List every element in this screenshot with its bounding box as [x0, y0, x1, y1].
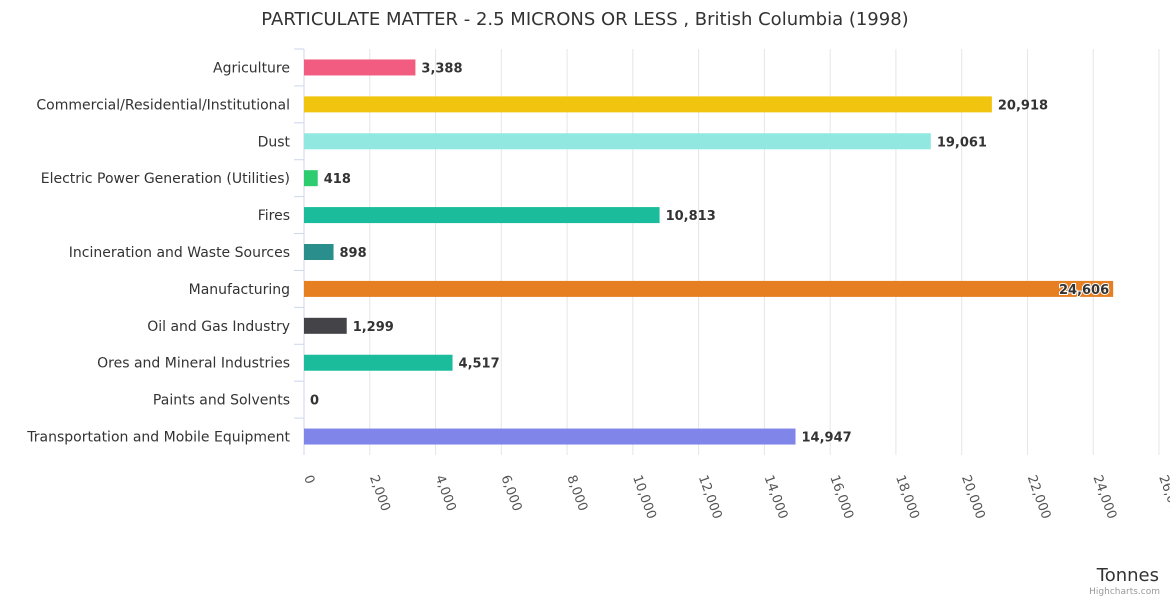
bar[interactable] — [304, 59, 416, 76]
bars — [304, 59, 1114, 445]
data-labels: 3,388 20,918 19,061 418 10,813 898 24,606 1,299… — [310, 61, 1110, 446]
category-label: Commercial/Residential/Institutional — [36, 97, 290, 113]
data-label: 19,061 — [937, 135, 987, 150]
category-label: Fires — [258, 208, 290, 224]
bar[interactable] — [304, 244, 334, 260]
x-tick-label: 6,000 — [498, 473, 525, 513]
x-tick-label: 4,000 — [432, 473, 459, 513]
category-label: Dust — [258, 134, 291, 150]
category-label: Incineration and Waste Sources — [69, 245, 290, 261]
category-label: Ores and Mineral Industries — [97, 356, 290, 372]
category-labels: Agriculture Commercial/Residential/Instit… — [26, 60, 290, 445]
x-tick-label: 12,000 — [695, 473, 725, 521]
data-label: 1,299 — [353, 320, 394, 335]
x-axis-title: Tonnes — [1096, 565, 1159, 586]
x-tick-label: 10,000 — [629, 473, 659, 521]
chart-title: PARTICULATE MATTER - 2.5 MICRONS OR LESS… — [261, 9, 908, 30]
credits-link[interactable]: Highcharts.com — [1089, 587, 1160, 597]
data-label: 20,918 — [998, 98, 1048, 113]
bar[interactable] — [304, 133, 931, 150]
category-label: Paints and Solvents — [153, 393, 290, 409]
data-label: 0 — [310, 394, 319, 409]
x-tick-label: 20,000 — [958, 473, 988, 521]
grid-lines — [294, 48, 1160, 455]
category-label: Agriculture — [213, 60, 290, 76]
data-label: 3,388 — [421, 61, 462, 76]
data-label: 898 — [340, 246, 367, 261]
bar[interactable] — [304, 96, 992, 113]
x-tick-label: 24,000 — [1089, 473, 1119, 521]
x-tick-label: 26,000 — [1155, 473, 1170, 521]
data-label: 24,606 — [1059, 283, 1109, 298]
x-tick-label: 16,000 — [826, 473, 856, 521]
data-label: 10,813 — [666, 209, 716, 224]
bar[interactable] — [304, 280, 1114, 297]
bar[interactable] — [304, 317, 347, 334]
data-label: 418 — [324, 172, 351, 187]
data-label: 14,947 — [802, 431, 852, 446]
bar[interactable] — [304, 207, 660, 224]
category-label: Oil and Gas Industry — [147, 319, 290, 335]
category-label: Electric Power Generation (Utilities) — [41, 171, 290, 187]
category-label: Manufacturing — [189, 282, 290, 298]
data-label: 4,517 — [459, 357, 500, 372]
x-tick-label: 8,000 — [563, 473, 590, 513]
x-tick-label: 18,000 — [892, 473, 922, 521]
bar[interactable] — [304, 428, 796, 445]
category-label: Transportation and Mobile Equipment — [26, 430, 290, 446]
x-tick-labels: 0 2,000 4,000 6,000 8,000 10,000 12,000 14,000 1… — [300, 473, 1170, 521]
x-tick-label: 14,000 — [761, 473, 791, 521]
x-tick-label: 22,000 — [1024, 473, 1054, 521]
bar[interactable] — [304, 170, 318, 187]
x-tick-label: 0 — [300, 473, 317, 486]
x-tick-label: 2,000 — [366, 473, 393, 513]
bar[interactable] — [304, 354, 453, 371]
